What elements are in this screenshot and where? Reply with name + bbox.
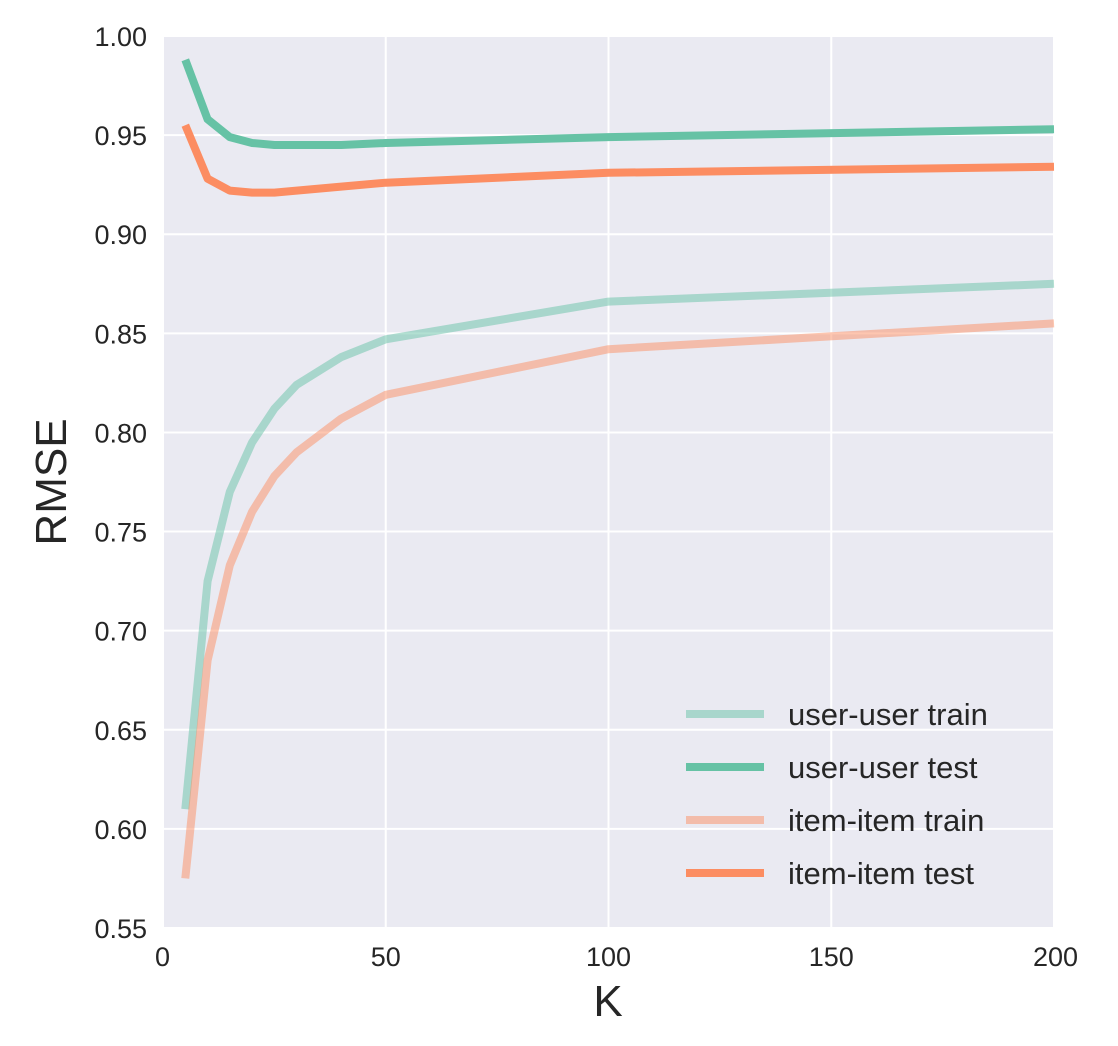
x-tick-label: 200	[1033, 942, 1078, 972]
x-tick-label: 0	[155, 942, 170, 972]
y-tick-label: 0.80	[94, 418, 147, 448]
y-axis-ticks: 0.55 0.60 0.65 0.70 0.75 0.80 0.85 0.90 0.95 1.00	[94, 22, 147, 944]
y-tick-label: 0.95	[94, 121, 147, 151]
series-line-1	[181, 279, 1055, 810]
x-tick-label: 100	[586, 942, 631, 972]
x-tick-label: 150	[809, 942, 854, 972]
legend-label: user-user test	[788, 750, 978, 785]
legend-label: item-item test	[788, 856, 974, 891]
x-tick-label: 50	[371, 942, 401, 972]
y-tick-label: 0.90	[94, 220, 147, 250]
y-tick-label: 1.00	[94, 22, 147, 52]
series-line-2	[181, 58, 1055, 149]
x-axis-ticks: 0 50 100 150 200	[155, 942, 1078, 972]
y-tick-label: 0.75	[94, 518, 147, 548]
series-line-3	[181, 319, 1055, 879]
series-layer	[181, 58, 1055, 879]
legend: user-user train user-user test item-item t…	[686, 697, 988, 891]
legend-label: item-item train	[788, 803, 984, 838]
legend-label: user-user train	[788, 697, 988, 732]
x-axis-label: K	[593, 977, 622, 1026]
y-tick-label: 0.55	[94, 914, 147, 944]
y-tick-label: 0.70	[94, 617, 147, 647]
y-tick-label: 0.65	[94, 716, 147, 746]
series-line-4	[181, 123, 1055, 197]
y-tick-label: 0.60	[94, 815, 147, 845]
y-axis-label: RMSE	[27, 418, 76, 545]
y-tick-label: 0.85	[94, 319, 147, 349]
